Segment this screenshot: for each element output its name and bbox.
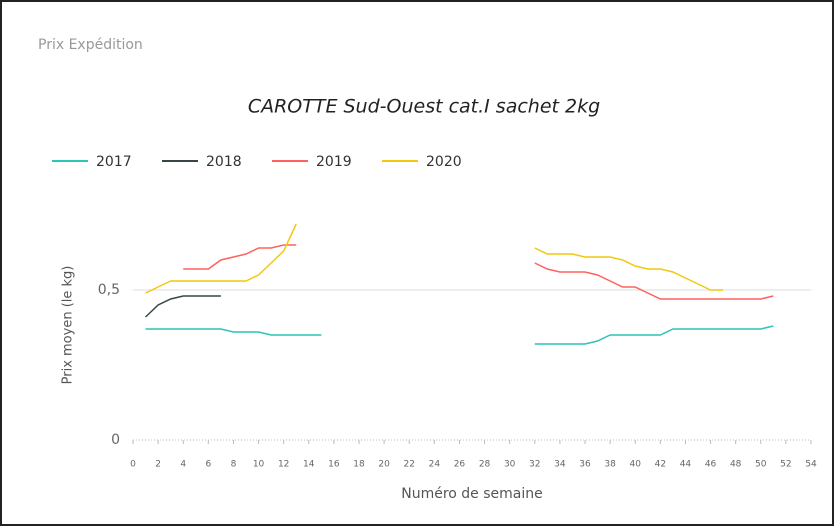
legend-label: 2018 [206,154,242,170]
x-tick-label: 26 [454,460,466,470]
series-line [145,295,221,318]
x-tick-label: 4 [180,460,186,470]
x-tick-label: 28 [479,460,491,470]
x-tick-label: 14 [303,460,315,470]
legend-label: 2019 [316,154,352,170]
x-tick-label: 12 [278,460,289,470]
x-tick-label: 24 [429,460,441,470]
x-tick-label: 50 [755,460,767,470]
x-tick-label: 20 [378,460,390,470]
x-tick-label: 22 [403,460,414,470]
x-tick-label: 52 [780,460,791,470]
y-axis-title: Prix moyen (le kg) [61,266,76,385]
x-tick-label: 6 [205,460,211,470]
x-tick-label: 10 [253,460,265,470]
x-tick-label: 46 [705,460,717,470]
page-title: Prix Expédition [38,37,143,53]
legend-label: 2017 [96,154,132,170]
x-tick-label: 40 [629,460,641,470]
x-tick-label: 38 [604,460,616,470]
x-tick-label: 0 [130,460,136,470]
x-tick-label: 8 [231,460,237,470]
x-tick-label: 18 [353,460,365,470]
x-tick-label: 44 [680,460,692,470]
x-tick-label: 2 [155,460,161,470]
series-line [145,325,774,345]
series-line [183,244,774,300]
y-tick-label: 0,5 [98,282,120,298]
series-line [145,223,724,294]
x-tick-label: 42 [655,460,666,470]
x-tick-label: 36 [579,460,591,470]
x-tick-label: 54 [805,460,817,470]
y-tick-label: 0 [111,432,120,448]
x-tick-label: 48 [730,460,742,470]
x-tick-label: 16 [328,460,340,470]
legend-label: 2020 [426,154,462,170]
x-axis-title: Numéro de semaine [401,486,543,502]
x-tick-label: 32 [529,460,540,470]
x-tick-label: 30 [504,460,516,470]
chart-title: CAROTTE Sud-Ouest cat.I sachet 2kg [248,96,600,118]
x-tick-label: 34 [554,460,566,470]
